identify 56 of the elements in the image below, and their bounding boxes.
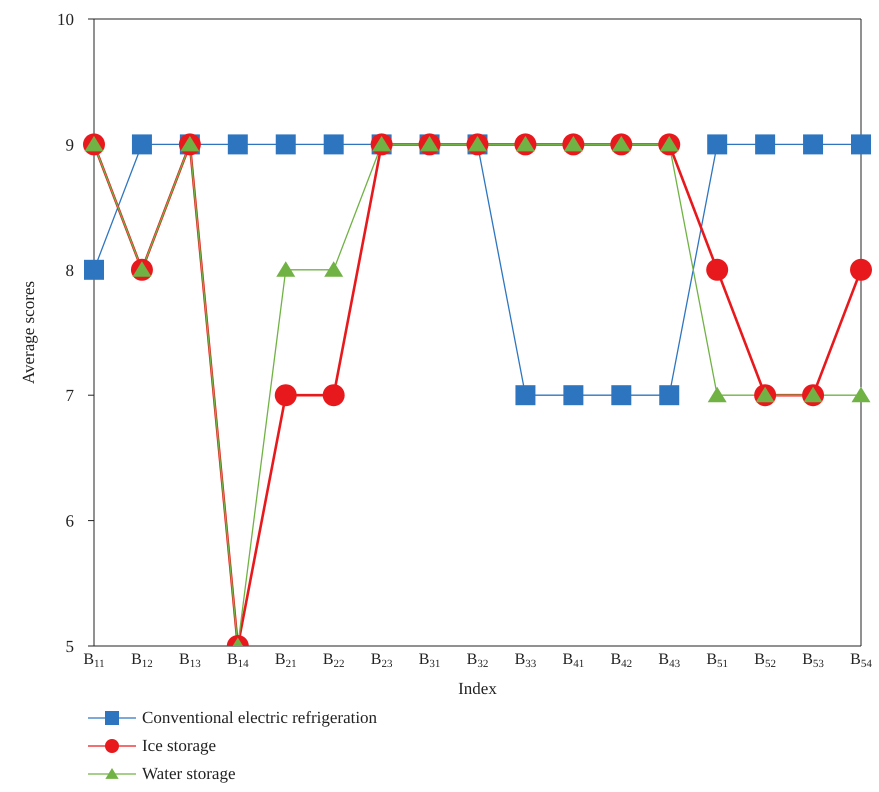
point — [84, 260, 104, 280]
x-tick-label: B$_{14}$ — [226, 651, 250, 670]
x-tick-label: B$_{54}$ — [850, 651, 872, 670]
x-tick-label: B$_{11}$ — [83, 651, 105, 670]
point — [706, 258, 728, 281]
point — [612, 136, 631, 152]
x-tick-label: B$_{22}$ — [322, 651, 345, 670]
x-tick-label: B$_{12}$ — [131, 651, 153, 670]
point — [516, 136, 535, 152]
y-tick-label: 6 — [66, 512, 74, 531]
y-tick-label: 7 — [66, 386, 74, 406]
x-tick-label: B$_{51}$ — [706, 651, 728, 670]
x-axis-title: Index — [458, 679, 498, 698]
point — [322, 384, 345, 406]
point — [756, 386, 775, 402]
point — [228, 134, 248, 154]
point — [274, 384, 297, 406]
point — [708, 386, 727, 402]
x-tick-label: B$_{42}$ — [610, 651, 632, 670]
legend-label: Ice storage — [142, 736, 216, 756]
legend-label: Conventional electric refrigeration — [142, 708, 378, 728]
point — [755, 134, 776, 154]
x-tick-label: B$_{41}$ — [562, 651, 584, 670]
point — [707, 134, 728, 154]
point — [276, 134, 296, 154]
point — [659, 385, 680, 406]
point — [324, 261, 344, 277]
y-tick-label: 5 — [66, 637, 74, 656]
point — [804, 386, 823, 402]
point — [563, 385, 584, 406]
y-tick-label: 9 — [66, 135, 74, 154]
point — [132, 134, 152, 154]
point — [276, 261, 296, 277]
x-tick-label: B$_{23}$ — [370, 651, 393, 670]
x-tick-label: B$_{13}$ — [179, 651, 202, 670]
x-tick-label: B$_{32}$ — [466, 651, 488, 670]
point — [324, 134, 344, 154]
x-tick-label: B$_{43}$ — [658, 651, 681, 670]
x-tick-label: B$_{21}$ — [274, 651, 297, 670]
y-axis-title: Average scores — [19, 280, 38, 384]
x-tick-label: B$_{33}$ — [514, 651, 537, 670]
point — [852, 386, 870, 402]
point — [851, 134, 871, 154]
y-tick-label: 10 — [57, 10, 74, 30]
y-tick-label: 8 — [66, 260, 74, 280]
legend-label: Water storage — [142, 764, 236, 784]
x-tick-label: B$_{52}$ — [754, 651, 776, 670]
point — [132, 261, 152, 277]
point — [564, 136, 583, 152]
x-tick-label: B$_{53}$ — [802, 651, 824, 670]
point — [803, 134, 824, 154]
point — [850, 258, 872, 281]
x-tick-label: B$_{31}$ — [418, 651, 440, 670]
point — [660, 136, 679, 152]
point — [611, 385, 632, 406]
point — [515, 385, 536, 406]
